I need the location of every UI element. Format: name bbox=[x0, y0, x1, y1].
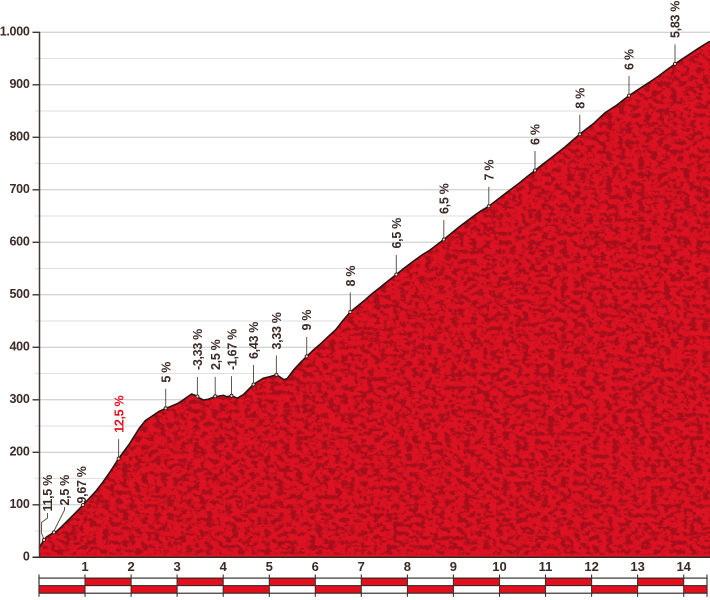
svg-text:2: 2 bbox=[127, 559, 134, 574]
svg-text:600: 600 bbox=[10, 235, 30, 249]
svg-text:100: 100 bbox=[10, 497, 30, 511]
svg-text:300: 300 bbox=[10, 392, 30, 406]
svg-text:9 %: 9 % bbox=[300, 310, 314, 331]
svg-text:6 %: 6 % bbox=[623, 49, 637, 70]
svg-text:200: 200 bbox=[10, 445, 30, 459]
svg-text:3,33 %: 3,33 % bbox=[270, 312, 284, 349]
svg-text:3: 3 bbox=[173, 559, 180, 574]
svg-text:4: 4 bbox=[220, 559, 228, 574]
svg-text:12: 12 bbox=[584, 559, 598, 574]
svg-text:9,67 %: 9,67 % bbox=[75, 466, 89, 503]
svg-text:6,43 %: 6,43 % bbox=[247, 322, 261, 359]
svg-text:5 %: 5 % bbox=[160, 362, 174, 383]
svg-text:8 %: 8 % bbox=[344, 266, 358, 287]
svg-text:11: 11 bbox=[539, 559, 553, 574]
svg-text:10: 10 bbox=[492, 559, 506, 574]
svg-text:500: 500 bbox=[10, 287, 30, 301]
svg-text:9: 9 bbox=[450, 559, 457, 574]
svg-text:2,5 %: 2,5 % bbox=[209, 339, 223, 370]
svg-text:14: 14 bbox=[676, 559, 691, 574]
svg-text:800: 800 bbox=[10, 130, 30, 144]
svg-text:0: 0 bbox=[23, 550, 30, 564]
svg-text:12,5 %: 12,5 % bbox=[112, 395, 126, 432]
svg-text:6: 6 bbox=[312, 559, 319, 574]
svg-text:6 %: 6 % bbox=[529, 124, 543, 145]
svg-text:400: 400 bbox=[10, 340, 30, 354]
svg-text:7: 7 bbox=[358, 559, 365, 574]
svg-text:8: 8 bbox=[404, 559, 411, 574]
svg-text:700: 700 bbox=[10, 182, 30, 196]
svg-text:13: 13 bbox=[630, 559, 644, 574]
svg-text:5: 5 bbox=[266, 559, 273, 574]
svg-text:1.000: 1.000 bbox=[0, 25, 30, 39]
svg-text:8 %: 8 % bbox=[573, 88, 587, 109]
svg-text:11,5 %: 11,5 % bbox=[41, 475, 55, 512]
svg-text:7 %: 7 % bbox=[482, 160, 496, 181]
svg-text:6,5 %: 6,5 % bbox=[390, 218, 404, 249]
svg-text:5,83 %: 5,83 % bbox=[669, 1, 683, 38]
svg-text:6,5 %: 6,5 % bbox=[437, 183, 451, 214]
svg-text:-1,67 %: -1,67 % bbox=[226, 329, 240, 370]
svg-text:1: 1 bbox=[81, 559, 88, 574]
svg-text:900: 900 bbox=[10, 77, 30, 91]
svg-text:2,5 %: 2,5 % bbox=[58, 475, 72, 506]
svg-text:-3,33 %: -3,33 % bbox=[191, 329, 205, 370]
